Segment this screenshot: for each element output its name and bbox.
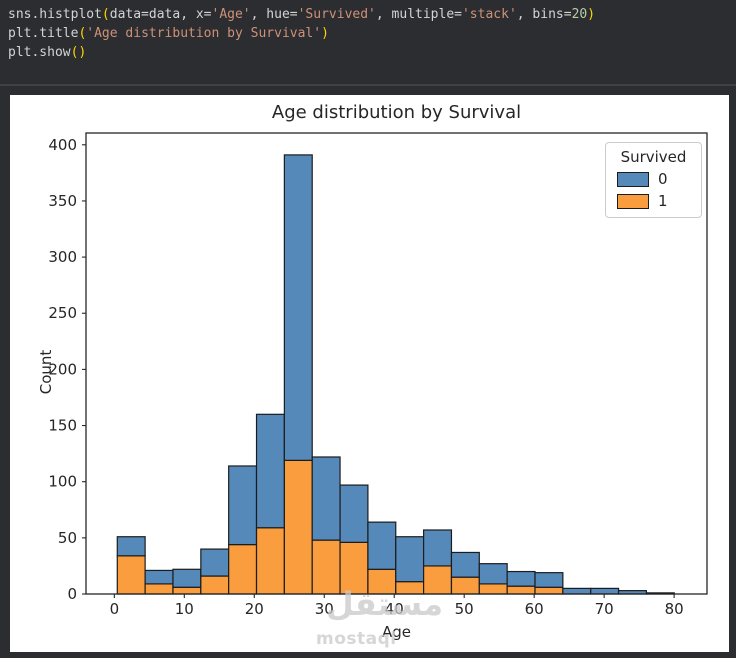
bar-survived-1 [283,459,313,595]
code-token: , hue= [250,7,298,22]
bar-survived-1 [478,583,508,595]
code-token: 'Survived' [297,7,376,22]
code-line-1: sns.histplot(data=data, x='Age', hue='Su… [8,5,736,24]
bar-survived-0 [339,484,369,543]
x-axis-label: Age [381,623,411,641]
code-cell[interactable]: sns.histplot(data=data, x='Age', hue='Su… [0,0,736,84]
bar-survived-0 [506,570,536,587]
bar-survived-0 [562,587,592,595]
bar-survived-1 [144,583,174,595]
y-tick-label: 200 [48,360,77,378]
bar-survived-1 [228,543,258,595]
y-tick-label: 50 [58,529,77,547]
code-token: sns.histplot [8,7,102,22]
legend-label: 0 [658,170,668,188]
bar-survived-1 [450,576,480,595]
y-tick-label: 0 [67,585,77,603]
watermark-arabic: مستقل [326,585,444,623]
x-tick-label: 70 [595,600,614,618]
bar-survived-1 [534,586,564,595]
bar-survived-0 [534,572,564,588]
code-token: ( [78,26,87,41]
x-tick-label: 40 [385,600,404,618]
y-tick-label: 400 [48,136,77,154]
code-line-3: plt.show() [8,43,736,62]
histogram-plot: 0 10 20 30 40 50 60 70 8005010015020025030035040… [48,132,708,618]
code-token: , bins= [516,7,572,22]
code-token: ) [321,26,329,41]
bar-survived-0 [116,536,146,557]
bar-survived-0 [144,569,174,585]
bar-survived-1 [172,586,202,595]
code-token: plt.show [8,45,71,60]
y-tick-label: 300 [48,248,77,266]
legend-swatch-orange [617,193,649,209]
bar-survived-1 [116,555,146,595]
y-tick-label: 250 [48,304,77,322]
x-tick-label: 30 [315,600,334,618]
y-tick-label: 100 [48,473,77,491]
bar-survived-0 [172,568,202,588]
legend-entry-0: 0 [617,170,693,188]
code-token: 'Age' [211,7,251,22]
x-tick-label: 60 [525,600,544,618]
x-tick-label: 80 [665,600,684,618]
code-line-2: plt.title('Age distribution by Survival'… [8,24,736,43]
bar-survived-0 [255,413,285,529]
bar-survived-0 [450,551,480,578]
bar-survived-1 [506,585,536,595]
bar-survived-0 [395,536,425,583]
x-tick-label: 20 [245,600,264,618]
legend: Survived 0 1 [605,142,702,218]
y-tick-label: 150 [48,417,77,435]
y-tick-label: 350 [48,192,77,210]
code-token: 20 [571,7,588,22]
bar-survived-0 [367,521,397,570]
cell-output-divider [0,84,736,86]
code-token: data=data, x= [109,7,212,22]
bar-survived-1 [200,575,230,595]
bar-survived-1 [255,527,285,595]
x-tick-label: 50 [455,600,474,618]
code-token: 'stack' [461,7,517,22]
axes-spines [85,132,708,595]
matplotlib-figure: Age distribution by Survival Count مستقل… [10,95,729,652]
legend-entry-1: 1 [617,192,693,210]
bar-survived-0 [423,529,453,567]
code-token: () [70,45,87,60]
bar-survived-0 [311,456,341,541]
legend-swatch-blue [617,171,649,187]
code-token: , multiple= [375,7,462,22]
code-token: ) [587,7,596,22]
bar-survived-1 [311,539,341,595]
bar-survived-0 [228,465,258,546]
chart-title: Age distribution by Survival [271,102,522,123]
x-tick-label: 10 [175,600,194,618]
bar-survived-0 [283,154,313,461]
legend-title: Survived [620,148,687,166]
x-tick-label: 0 [110,600,120,618]
bar-survived-0 [478,563,508,585]
code-token: ( [101,7,110,22]
code-token: plt.title [8,26,79,41]
code-token: 'Age distribution by Survival' [86,26,322,41]
bar-survived-0 [590,587,620,595]
watermark-latin: mostaql [316,629,397,649]
bar-survived-0 [200,548,230,577]
legend-label: 1 [658,192,668,210]
